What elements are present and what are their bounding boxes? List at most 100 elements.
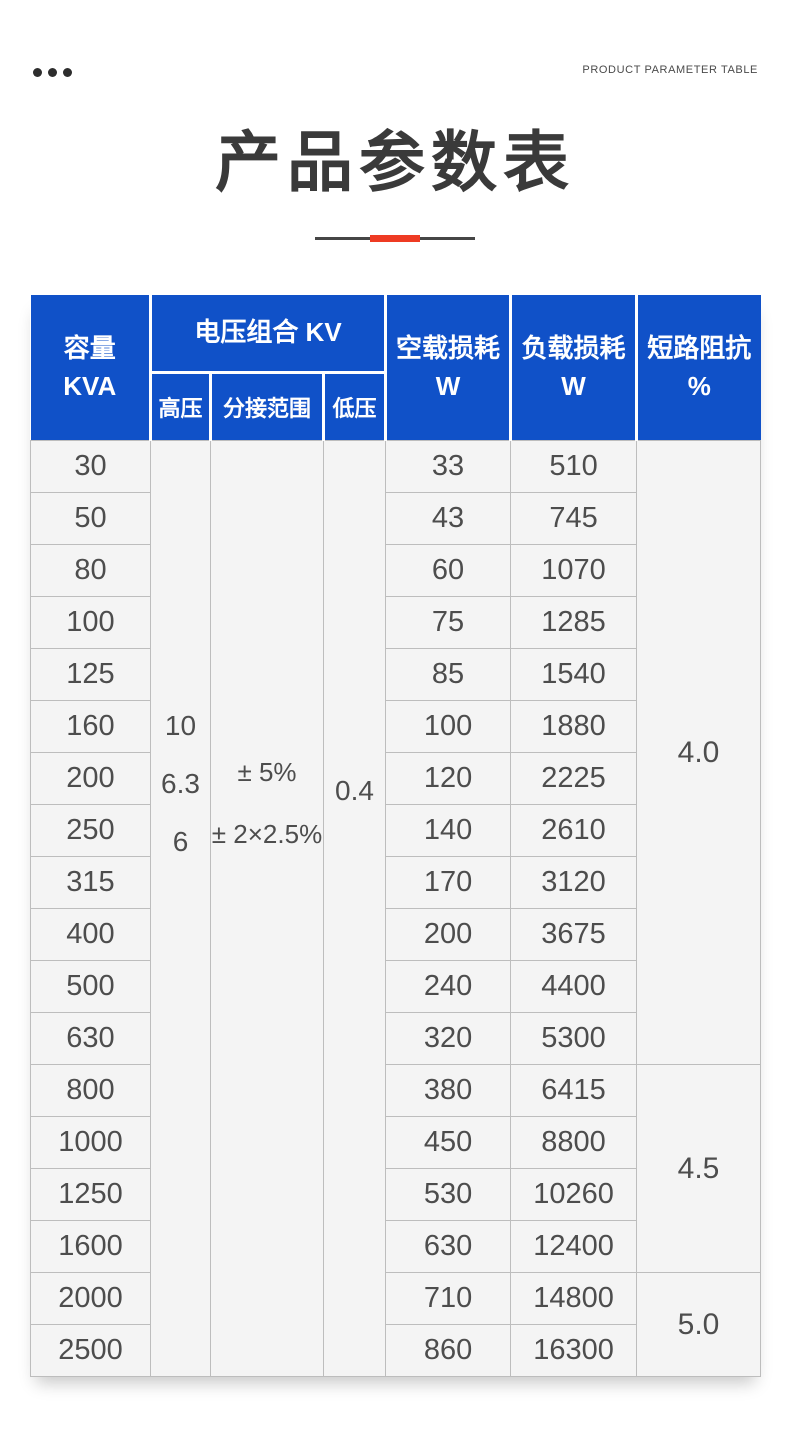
table-row: 125 85 1540 — [30, 648, 761, 701]
tap-range-value: ± 2×2.5% — [211, 819, 323, 849]
header-impedance-line1: 短路阻抗 — [647, 332, 752, 363]
cell-impedance: 5.0 — [636, 1272, 762, 1377]
cell-no-load-loss: 43 — [385, 492, 512, 545]
cell-no-load-loss: 60 — [385, 544, 512, 597]
cell-no-load-loss: 140 — [385, 804, 512, 857]
cell-load-loss: 1285 — [510, 596, 638, 649]
table-row: 500 240 4400 — [30, 960, 761, 1013]
divider-accent — [370, 235, 420, 242]
header-load-loss: 负载损耗 W — [509, 295, 637, 441]
header-high-voltage: 高压 — [149, 372, 211, 441]
cell-capacity: 100 — [30, 596, 151, 649]
cell-capacity: 250 — [30, 804, 151, 857]
table-body: 30 10 6.3 6 ± 5% ± 2×2.5% 0.4 33 510 4.0 50 43 745 80… — [30, 440, 762, 1377]
cell-no-load-loss: 240 — [385, 960, 512, 1013]
cell-load-loss: 5300 — [510, 1012, 638, 1065]
header-low-voltage: 低压 — [321, 372, 386, 441]
table-row: 800 380 6415 4.5 — [30, 1064, 762, 1273]
cell-capacity: 200 — [30, 752, 151, 805]
cell-no-load-loss: 380 — [385, 1064, 512, 1117]
low-voltage-value: 0.4 — [335, 775, 374, 806]
cell-load-loss: 2225 — [510, 752, 638, 805]
cell-load-loss: 12400 — [510, 1220, 638, 1273]
cell-low-voltage-value: 0.4 — [322, 440, 387, 1377]
cell-load-loss: 510 — [510, 440, 638, 493]
cell-no-load-loss: 120 — [385, 752, 512, 805]
cell-capacity: 400 — [30, 908, 151, 961]
table-row: 2500 860 16300 — [30, 1324, 761, 1377]
table-row: 2000 710 14800 5.0 — [30, 1272, 762, 1377]
cell-capacity: 1600 — [30, 1220, 151, 1273]
tap-range-value: ± 5% — [237, 757, 297, 787]
table-row: 50 43 745 — [30, 492, 761, 545]
cell-capacity: 50 — [30, 492, 151, 545]
cell-load-loss: 745 — [510, 492, 638, 545]
title-divider — [315, 235, 475, 242]
table-header: 容量 KVA 电压组合 KV 空载损耗 W 负载损耗 W 短路阻抗 % 高压 分… — [30, 295, 761, 441]
header-no-load-loss-line2: W — [435, 370, 461, 401]
cell-no-load-loss: 530 — [385, 1168, 512, 1221]
header-load-loss-line1: 负载损耗 — [521, 332, 626, 363]
cell-load-loss: 1070 — [510, 544, 638, 597]
cell-no-load-loss: 320 — [385, 1012, 512, 1065]
header-capacity-line2: KVA — [63, 370, 117, 401]
table-row: 250 140 2610 — [30, 804, 761, 857]
cell-load-loss: 4400 — [510, 960, 638, 1013]
high-voltage-value: 10 — [164, 710, 197, 741]
cell-load-loss: 3675 — [510, 908, 638, 961]
cell-no-load-loss: 33 — [385, 440, 512, 493]
cell-no-load-loss: 450 — [385, 1116, 512, 1169]
cell-capacity: 1000 — [30, 1116, 151, 1169]
cell-load-loss: 6415 — [510, 1064, 638, 1117]
header-no-load-loss-line1: 空载损耗 — [396, 332, 501, 363]
cell-impedance: 4.5 — [636, 1064, 762, 1273]
header-capacity-line1: 容量 — [63, 332, 116, 363]
cell-capacity: 2500 — [30, 1324, 151, 1377]
cell-capacity: 30 — [30, 440, 151, 493]
cell-no-load-loss: 75 — [385, 596, 512, 649]
cell-load-loss: 3120 — [510, 856, 638, 909]
cell-no-load-loss: 710 — [385, 1272, 512, 1325]
cell-load-loss: 2610 — [510, 804, 638, 857]
cell-load-loss: 1540 — [510, 648, 638, 701]
page-title: 产品参数表 — [215, 125, 575, 199]
header-tap-range: 分接范围 — [209, 372, 324, 441]
cell-no-load-loss: 200 — [385, 908, 512, 961]
cell-capacity: 500 — [30, 960, 151, 1013]
header-impedance: 短路阻抗 % — [635, 295, 761, 441]
cell-no-load-loss: 860 — [385, 1324, 512, 1377]
cell-load-loss: 8800 — [510, 1116, 638, 1169]
table-row: 400 200 3675 — [30, 908, 761, 961]
cell-no-load-loss: 170 — [385, 856, 512, 909]
cell-no-load-loss: 630 — [385, 1220, 512, 1273]
cell-no-load-loss: 85 — [385, 648, 512, 701]
header-no-load-loss: 空载损耗 W — [384, 295, 511, 441]
cell-capacity: 2000 — [30, 1272, 151, 1325]
cell-impedance: 4.0 — [636, 440, 762, 1065]
table-row: 30 10 6.3 6 ± 5% ± 2×2.5% 0.4 33 510 4.0 — [30, 440, 762, 1377]
cell-load-loss: 1880 — [510, 700, 638, 753]
table-row: 1600 630 12400 — [30, 1220, 761, 1273]
cell-high-voltage-values: 10 6.3 6 — [150, 440, 211, 1377]
table-row: 630 320 5300 — [30, 1012, 761, 1065]
cell-no-load-loss: 100 — [385, 700, 512, 753]
cell-capacity: 630 — [30, 1012, 151, 1065]
header-caption: PRODUCT PARAMETER TABLE — [582, 64, 758, 76]
three-dots-icon — [33, 68, 72, 77]
cell-capacity: 315 — [30, 856, 151, 909]
cell-tap-range-values: ± 5% ± 2×2.5% — [210, 440, 324, 1377]
cell-load-loss: 14800 — [510, 1272, 638, 1325]
high-voltage-value: 6.3 — [161, 768, 200, 799]
cell-capacity: 800 — [30, 1064, 151, 1117]
cell-capacity: 125 — [30, 648, 151, 701]
product-parameter-table: 容量 KVA 电压组合 KV 空载损耗 W 负载损耗 W 短路阻抗 % 高压 分… — [30, 295, 762, 1377]
table-row: 100 75 1285 — [30, 596, 761, 649]
header-load-loss-line2: W — [561, 370, 586, 401]
header-voltage-combination: 电压组合 KV — [148, 295, 386, 374]
cell-load-loss: 16300 — [510, 1324, 638, 1377]
table-row: 315 170 3120 — [30, 856, 761, 909]
table-row: 80 60 1070 — [30, 544, 761, 597]
cell-capacity: 1250 — [30, 1168, 151, 1221]
table-row: 200 120 2225 — [30, 752, 761, 805]
cell-capacity: 160 — [30, 700, 151, 753]
